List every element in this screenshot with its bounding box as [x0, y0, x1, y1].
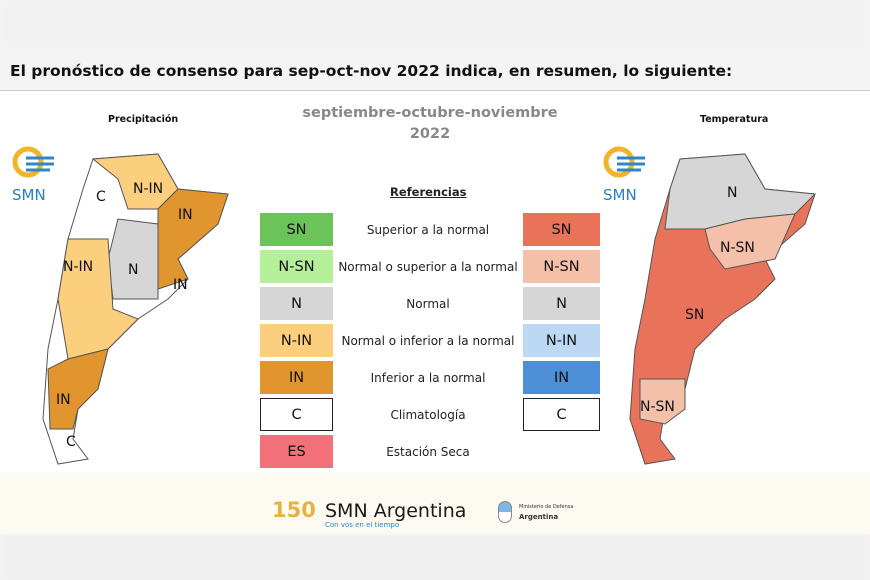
precip-swatch: IN	[260, 361, 333, 394]
legend-description: Climatología	[390, 407, 466, 422]
brand-tagline: Con vos en el tiempo	[325, 521, 400, 529]
region-label: N	[727, 185, 737, 201]
region-label: IN	[56, 392, 71, 408]
period-months: septiembre-octubre-noviembre	[302, 105, 558, 121]
legend-row: ES Estación Seca	[260, 435, 602, 469]
blurred-header	[0, 0, 870, 50]
legend-title: Referencias	[390, 185, 467, 199]
smn-sun-icon	[12, 146, 54, 178]
region-n-in-west	[57, 238, 139, 360]
region-in-patagonia	[47, 348, 109, 430]
precip-swatch: C	[260, 398, 333, 431]
smn-logo-left: SMN	[12, 146, 56, 204]
precip-swatch: N	[260, 287, 333, 320]
temp-swatch: N-IN	[523, 324, 600, 357]
legend-row: IN Inferior a la normal IN	[260, 361, 602, 395]
temp-swatch: IN	[523, 361, 600, 394]
precip-swatch: ES	[260, 435, 333, 468]
smn-sun-icon	[603, 146, 645, 178]
region-n-sn-south	[639, 378, 686, 425]
legend-row: SN Superior a la normal SN	[260, 213, 602, 247]
footer: 150 SMN Argentina Con vos en el tiempo M…	[0, 473, 870, 535]
temperature-map: N N-SN SN N-SN	[629, 153, 817, 465]
precip-swatch: N-IN	[260, 324, 333, 357]
legend-description: Estación Seca	[386, 444, 470, 459]
temp-map-label: Temperatura	[700, 114, 769, 125]
smn-logo-right: SMN	[603, 146, 647, 204]
region-in-northeast	[157, 188, 229, 290]
precipitation-map: C N-IN IN N-IN N IN IN C	[42, 153, 229, 465]
region-label: IN	[178, 207, 193, 223]
smn-logo-text: SMN	[12, 186, 46, 204]
legend-description: Normal o inferior a la normal	[341, 333, 515, 348]
region-n-center	[107, 218, 159, 300]
coat-of-arms-icon	[498, 501, 512, 523]
country-label: Argentina	[519, 513, 559, 521]
region-label: N-IN	[133, 181, 163, 197]
ministry-label: Ministerio de Defensa	[519, 504, 574, 510]
temp-swatch: N-SN	[523, 250, 600, 283]
legend-description: Inferior a la normal	[370, 370, 486, 385]
region-label: N	[128, 262, 138, 278]
smn-logo-text: SMN	[603, 186, 637, 204]
region-n-sn-center	[704, 213, 796, 270]
precip-swatch: SN	[260, 213, 333, 246]
legend-description: Normal	[406, 296, 450, 311]
page-title: El pronóstico de consenso para sep-oct-n…	[10, 62, 733, 80]
temp-swatch: SN	[523, 213, 600, 246]
legend-row: N-SN Normal o superior a la normal N-SN	[260, 250, 602, 284]
precip-map-label: Precipitación	[108, 114, 179, 125]
region-label: C	[96, 189, 106, 205]
legend-description: Superior a la normal	[366, 222, 490, 237]
region-label: SN	[685, 307, 704, 323]
anniversary-logo: 150	[272, 498, 316, 522]
region-label: N-SN	[640, 399, 675, 415]
legend-row: C Climatología C	[260, 398, 602, 432]
period-year: 2022	[409, 126, 451, 142]
period-title: septiembre-octubre-noviembre 2022	[270, 103, 590, 145]
region-label: C	[66, 434, 76, 450]
legend-row: N-IN Normal o inferior a la normal N-IN	[260, 324, 602, 358]
temp-swatch: C	[523, 398, 600, 431]
precip-swatch: N-SN	[260, 250, 333, 283]
region-label: N-SN	[720, 240, 755, 256]
forecast-panel: Precipitación Temperatura septiembre-oct…	[0, 90, 870, 473]
region-label: N-IN	[63, 259, 93, 275]
brand-name: SMN Argentina	[325, 500, 467, 522]
region-label: IN	[173, 277, 188, 293]
legend-row: N Normal N	[260, 287, 602, 321]
temp-swatch: N	[523, 287, 600, 320]
blurred-footer	[0, 535, 870, 580]
legend-description: Normal o superior a la normal	[338, 259, 518, 274]
